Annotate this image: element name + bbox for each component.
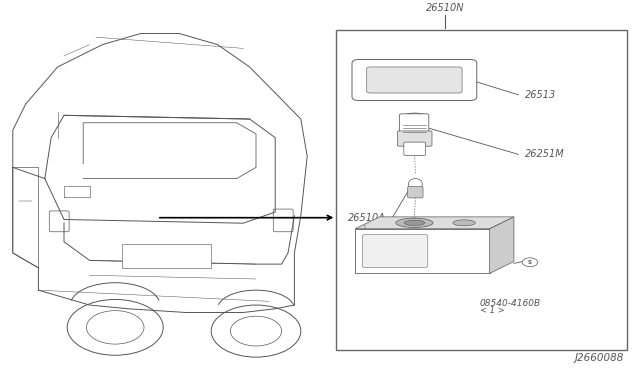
FancyBboxPatch shape <box>408 186 423 198</box>
FancyBboxPatch shape <box>399 114 429 135</box>
Ellipse shape <box>453 220 476 226</box>
FancyBboxPatch shape <box>367 67 462 93</box>
FancyBboxPatch shape <box>49 211 69 232</box>
Text: J2660088: J2660088 <box>575 353 624 363</box>
Bar <box>122 244 211 268</box>
Ellipse shape <box>396 218 433 227</box>
Text: 26251M: 26251M <box>525 150 564 159</box>
Polygon shape <box>355 217 514 229</box>
Text: < 1 >: < 1 > <box>480 306 504 315</box>
Circle shape <box>230 316 282 346</box>
Circle shape <box>211 305 301 357</box>
Bar <box>336 30 627 350</box>
Polygon shape <box>490 217 514 273</box>
Text: S: S <box>528 260 532 265</box>
Circle shape <box>522 258 538 267</box>
FancyBboxPatch shape <box>404 142 426 155</box>
Ellipse shape <box>404 220 425 225</box>
Ellipse shape <box>408 179 422 190</box>
Text: 08540-4160B: 08540-4160B <box>480 299 541 308</box>
Text: 26510N: 26510N <box>426 3 464 13</box>
Circle shape <box>86 311 144 344</box>
FancyBboxPatch shape <box>362 235 428 267</box>
Text: 26513: 26513 <box>525 90 556 100</box>
Bar <box>355 229 490 273</box>
FancyBboxPatch shape <box>273 209 293 232</box>
Ellipse shape <box>402 113 428 121</box>
FancyBboxPatch shape <box>352 60 477 100</box>
FancyBboxPatch shape <box>397 131 432 146</box>
Circle shape <box>67 299 163 355</box>
Text: 26510A: 26510A <box>348 213 385 222</box>
